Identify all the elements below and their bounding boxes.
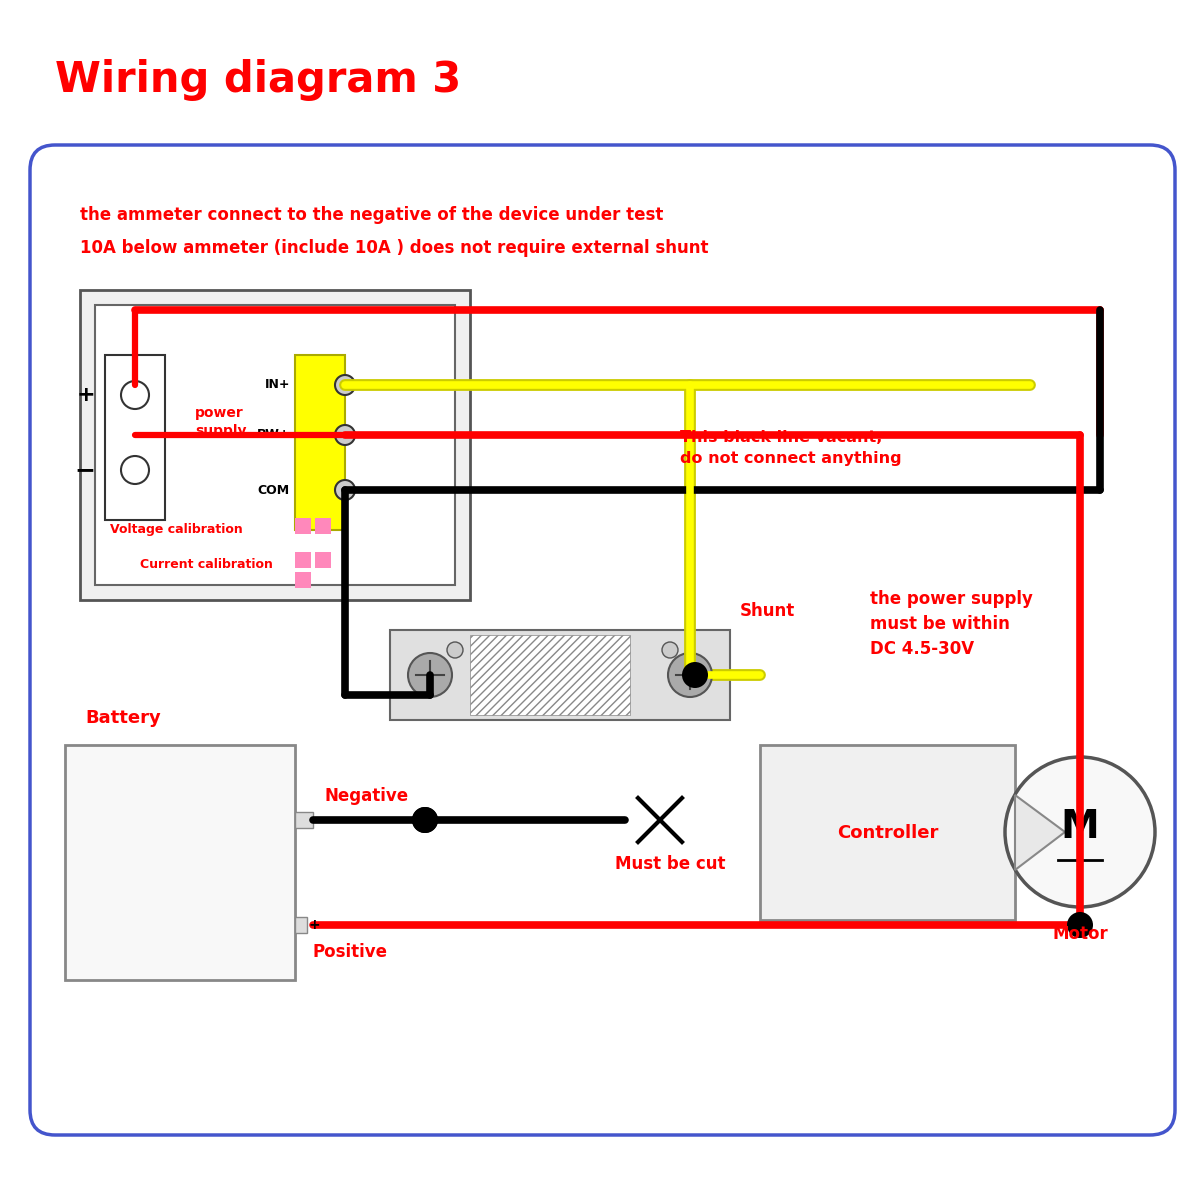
Bar xyxy=(295,355,346,530)
Text: Positive: Positive xyxy=(313,943,388,961)
Circle shape xyxy=(668,653,712,697)
Bar xyxy=(390,630,730,720)
Text: This black line vacant,
do not connect anything: This black line vacant, do not connect a… xyxy=(680,430,901,466)
Circle shape xyxy=(408,653,452,697)
Circle shape xyxy=(682,662,708,688)
Text: Must be cut: Must be cut xyxy=(614,854,725,874)
Text: Controller: Controller xyxy=(836,823,938,841)
Circle shape xyxy=(1067,912,1093,938)
Circle shape xyxy=(1006,757,1154,907)
Bar xyxy=(295,552,311,568)
Bar xyxy=(760,745,1015,920)
Circle shape xyxy=(662,642,678,658)
Text: 10A below ammeter (include 10A ) does not require external shunt: 10A below ammeter (include 10A ) does no… xyxy=(80,239,708,257)
Text: COM: COM xyxy=(258,484,290,497)
Text: the ammeter connect to the negative of the device under test: the ammeter connect to the negative of t… xyxy=(80,206,664,224)
Text: M: M xyxy=(1061,808,1099,846)
Bar xyxy=(106,355,166,520)
Text: Battery: Battery xyxy=(85,709,161,727)
Bar xyxy=(470,635,630,715)
Bar xyxy=(295,572,311,588)
Text: Voltage calibration: Voltage calibration xyxy=(110,523,242,536)
Text: the power supply
must be within
DC 4.5-30V: the power supply must be within DC 4.5-3… xyxy=(870,590,1033,658)
Text: PW+: PW+ xyxy=(257,428,290,442)
Circle shape xyxy=(446,642,463,658)
Circle shape xyxy=(412,806,438,833)
Circle shape xyxy=(335,374,355,395)
Text: IN+: IN+ xyxy=(264,378,290,391)
Bar xyxy=(80,290,470,600)
Text: Motor: Motor xyxy=(1052,925,1108,943)
Bar xyxy=(95,305,455,584)
Circle shape xyxy=(335,425,355,445)
Text: +: + xyxy=(77,385,95,404)
Bar xyxy=(314,552,331,568)
Bar xyxy=(295,917,307,934)
Polygon shape xyxy=(1015,794,1066,870)
Text: +: + xyxy=(310,918,320,932)
Text: Shunt: Shunt xyxy=(740,602,796,620)
Bar xyxy=(295,518,311,534)
Text: −: − xyxy=(74,458,95,482)
Text: Wiring diagram 3: Wiring diagram 3 xyxy=(55,59,461,101)
Text: power
supply: power supply xyxy=(194,406,246,438)
Text: Current calibration: Current calibration xyxy=(140,558,272,571)
Circle shape xyxy=(412,806,438,833)
Circle shape xyxy=(335,480,355,500)
Bar xyxy=(295,812,313,828)
Text: Negative: Negative xyxy=(325,787,409,805)
Bar xyxy=(314,518,331,534)
Circle shape xyxy=(121,456,149,484)
FancyBboxPatch shape xyxy=(30,145,1175,1135)
Bar xyxy=(65,745,295,980)
Text: +: + xyxy=(310,918,320,932)
Circle shape xyxy=(121,382,149,409)
